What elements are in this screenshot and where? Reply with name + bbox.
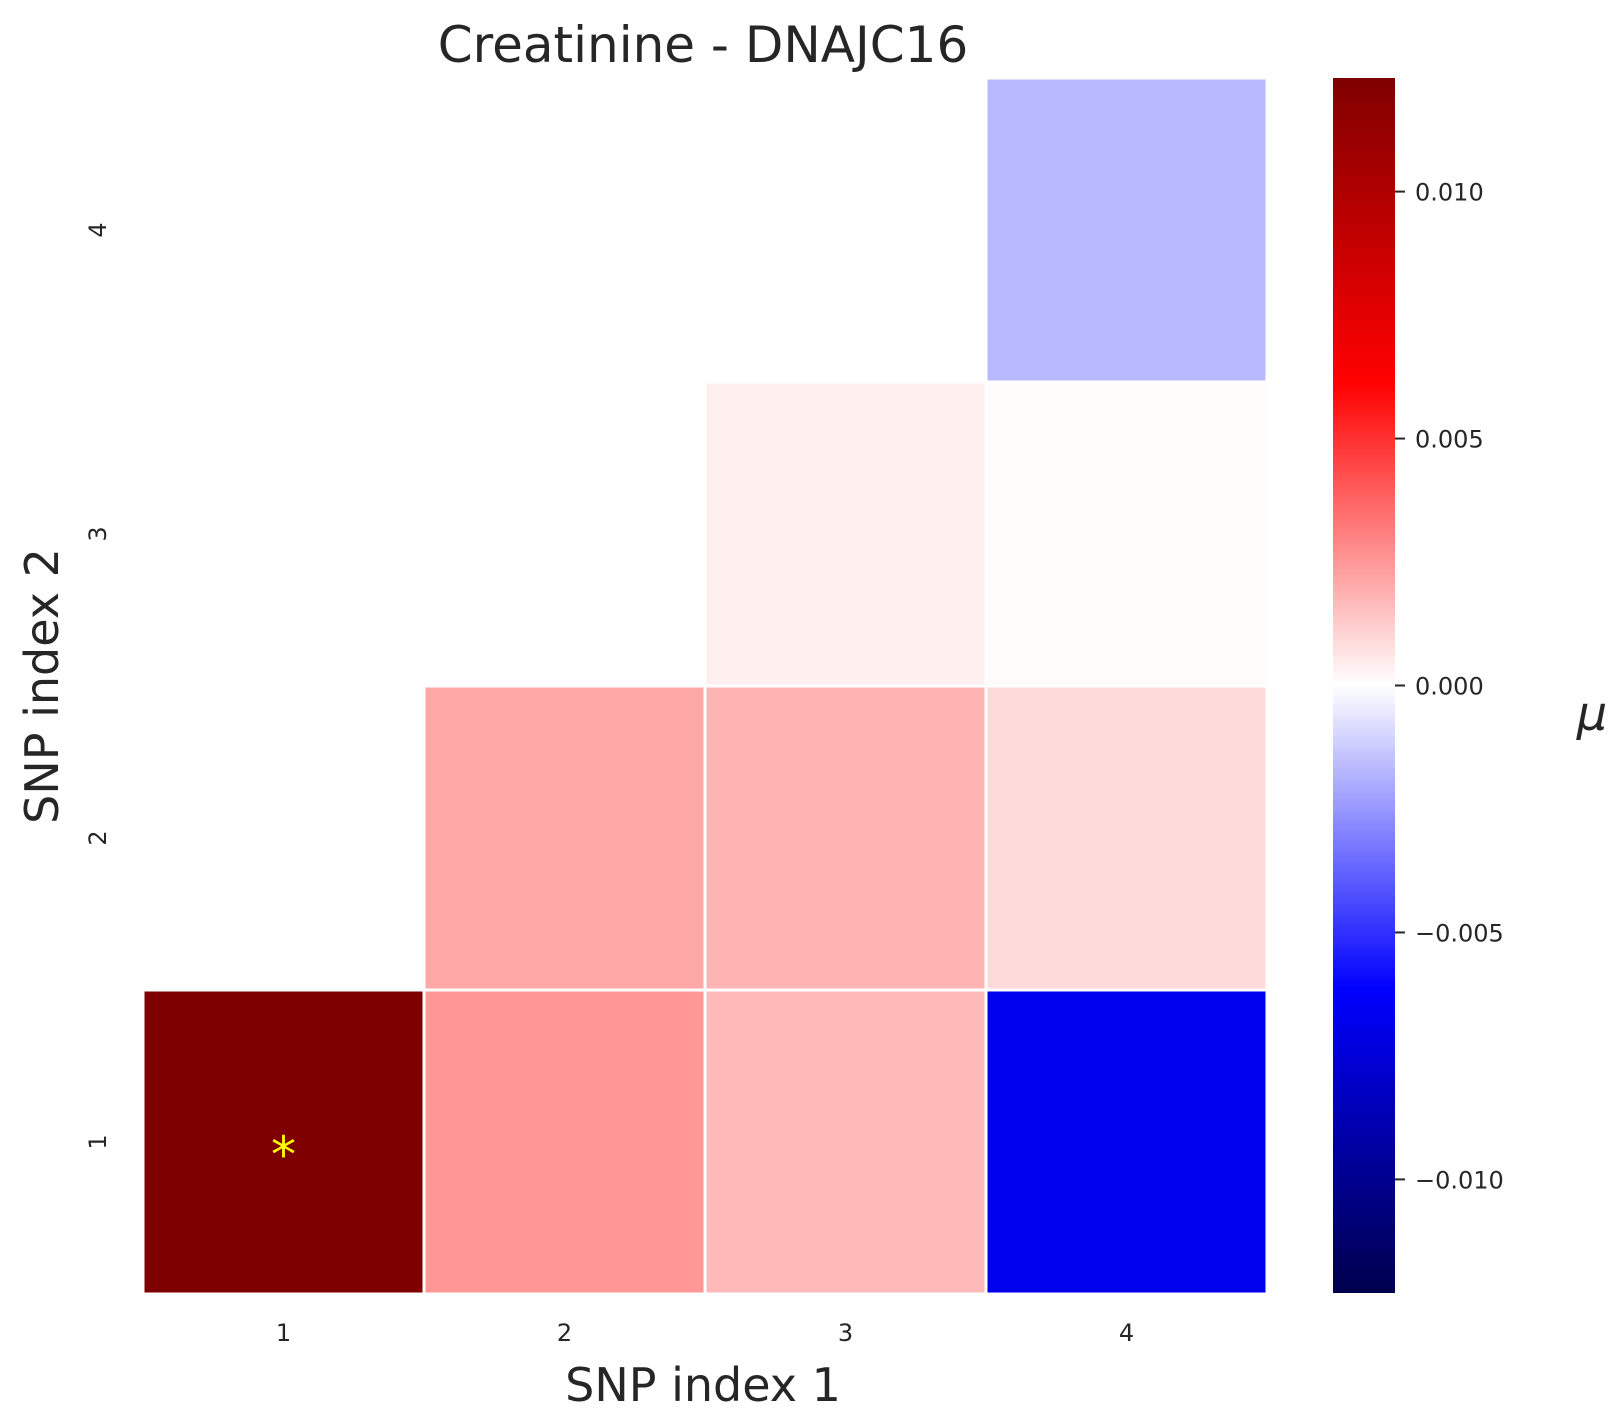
- colorbar-tick-label: −0.005: [1415, 919, 1504, 947]
- chart-title: Creatinine - DNAJC16: [438, 16, 969, 74]
- colorbar-tick-label: −0.010: [1415, 1166, 1504, 1194]
- colorbar-ticks: 0.010 0.005 0.000 −0.005 −0.010: [1395, 179, 1504, 1194]
- heatmap-cell-3-3: [703, 380, 988, 688]
- x-tick-label: 3: [838, 1319, 853, 1347]
- colorbar: [1333, 78, 1395, 1293]
- heatmap-cell-2-1: [422, 988, 707, 1296]
- y-tick-label: 4: [84, 222, 112, 237]
- significance-marker: *: [271, 1126, 296, 1184]
- heatmap-cell-1-1: [141, 988, 426, 1296]
- heatmap-cells: *: [141, 76, 1269, 1296]
- y-axis-ticks: 1 2 3 4: [84, 222, 112, 1149]
- heatmap-cell-4-2: [984, 684, 1269, 992]
- y-tick-label: 3: [84, 526, 112, 541]
- heatmap-cell-3-1: [703, 988, 988, 1296]
- heatmap-cell-2-2: [422, 684, 707, 992]
- x-tick-label: 4: [1119, 1319, 1134, 1347]
- colorbar-tick-label: 0.010: [1415, 179, 1484, 207]
- y-tick-label: 2: [84, 830, 112, 845]
- x-tick-label: 1: [276, 1319, 291, 1347]
- x-axis-label: SNP index 1: [565, 1358, 841, 1412]
- colorbar-tick-label: 0.005: [1415, 426, 1484, 454]
- x-axis-ticks: 1 2 3 4: [276, 1319, 1134, 1347]
- heatmap-cell-4-1: [984, 988, 1269, 1296]
- heatmap-cell-4-4: [984, 76, 1269, 384]
- colorbar-label: μ: [1576, 686, 1608, 742]
- heatmap-cell-4-3: [984, 380, 1269, 688]
- heatmap-cell-3-2: [703, 684, 988, 992]
- x-tick-label: 2: [557, 1319, 572, 1347]
- y-axis-label: SNP index 2: [15, 548, 69, 824]
- colorbar-tick-label: 0.000: [1415, 673, 1484, 701]
- y-tick-label: 1: [84, 1134, 112, 1149]
